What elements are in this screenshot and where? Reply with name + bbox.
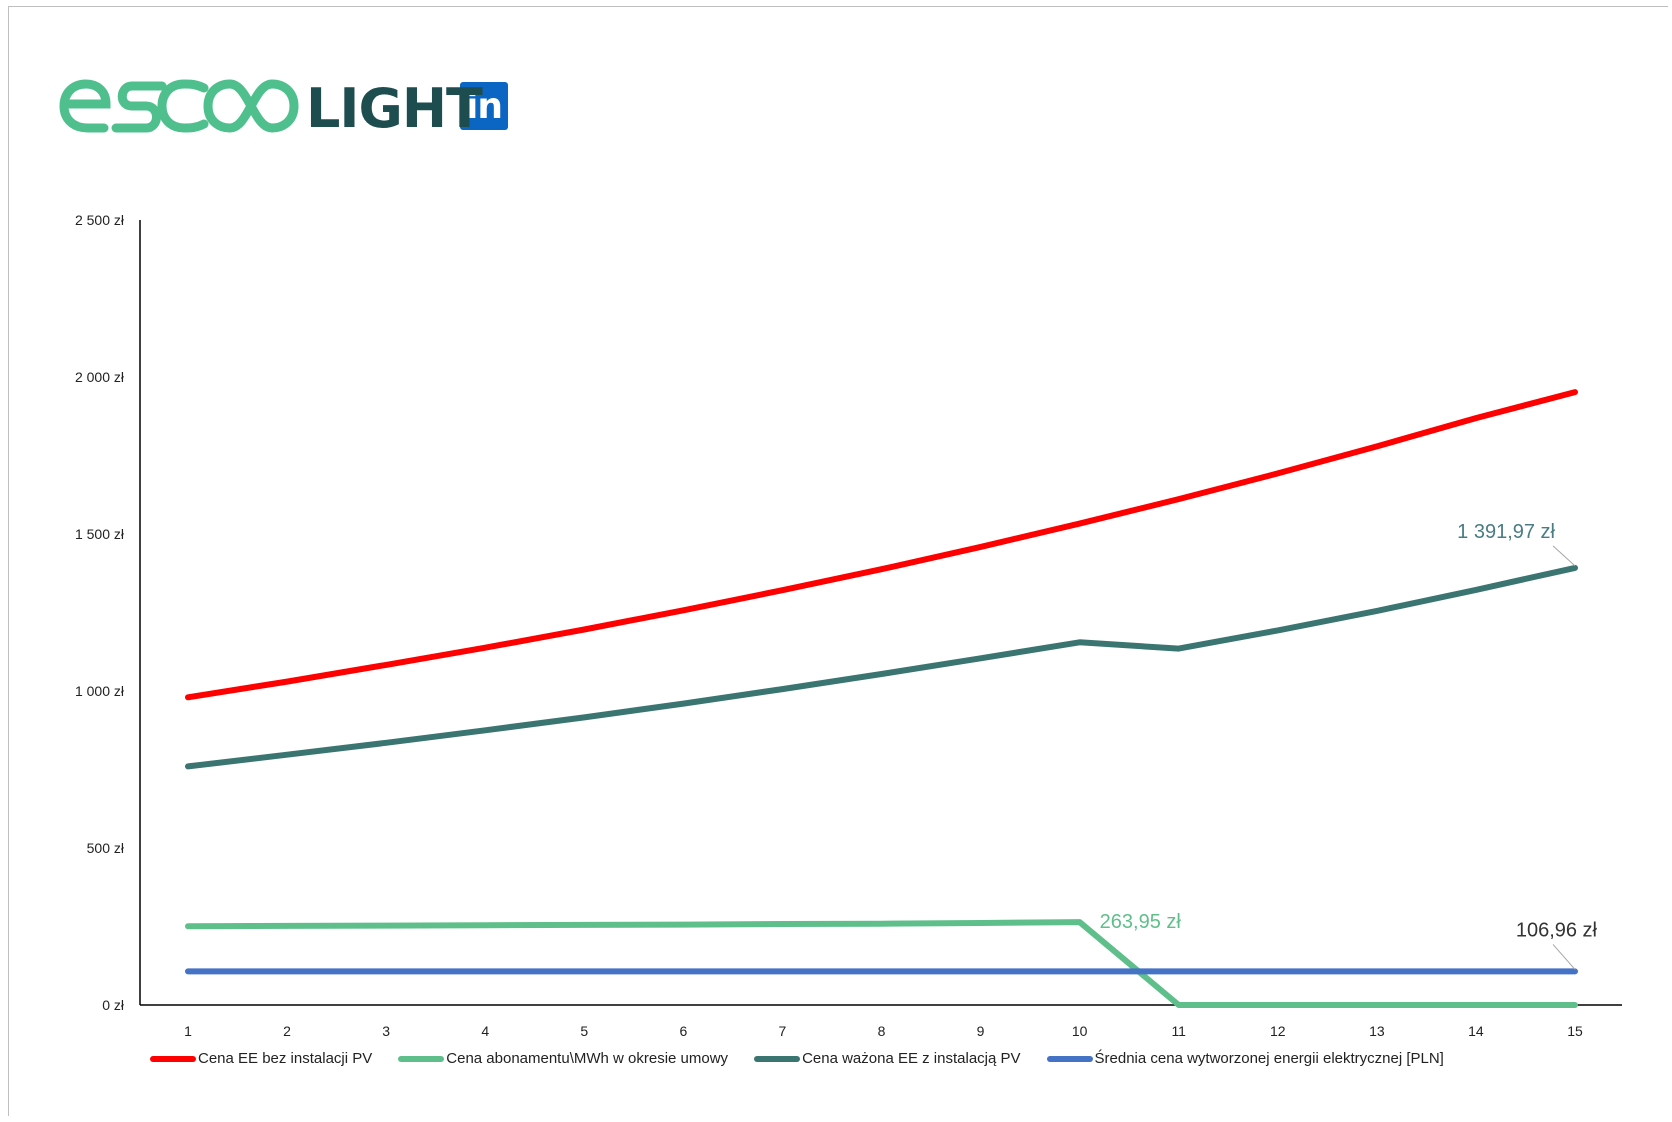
x-tick-label: 15 [1567,1023,1583,1039]
y-tick-label: 2 000 zł [75,369,125,385]
chart-frame [8,6,1668,1116]
chart-legend: Cena EE bez instalacji PV Cena abonamentu… [150,1050,1470,1067]
legend-item: Cena EE bez instalacji PV [150,1050,372,1067]
legend-label: Cena EE bez instalacji PV [198,1050,373,1067]
data-label-leader [1552,545,1576,567]
linkedin-icon[interactable]: in [460,82,508,130]
y-tick-label: 2 500 zł [75,212,125,228]
x-tick-label: 13 [1369,1023,1385,1039]
escolight-logo [59,79,299,133]
legend-label: Cena ważona EE z instalacją PV [802,1050,1021,1067]
legend-label: Cena abonamentu\MWh w okresie umowy [446,1050,729,1067]
x-tick-label: 9 [977,1023,985,1039]
data-label: 106,96 zł [1516,919,1598,941]
legend-swatch [150,1055,196,1062]
x-tick-label: 12 [1270,1023,1286,1039]
brand-logo: in [58,76,508,136]
x-tick-label: 1 [184,1023,192,1039]
series-line-2 [185,919,1578,1008]
series-line-3 [185,564,1578,770]
series-line-1 [185,389,1578,701]
x-tick-label: 3 [382,1023,390,1039]
x-tick-label: 14 [1468,1023,1484,1039]
legend-item: Cena abonamentu\MWh w okresie umowy [398,1050,728,1067]
data-label: 1 391,97 zł [1457,521,1555,543]
x-tick-label: 2 [283,1023,291,1039]
legend-swatch [398,1055,445,1062]
data-label-leader [1552,944,1576,970]
logo-wordmark-light: LIGHT [306,77,483,140]
y-tick-label: 500 zł [87,840,125,856]
x-tick-label: 11 [1171,1023,1186,1039]
x-tick-label: 6 [679,1023,687,1039]
x-tick-label: 8 [878,1023,886,1039]
legend-item: Cena ważona EE z instalacją PV [754,1050,1021,1067]
legend-swatch [1046,1055,1093,1062]
x-tick-label: 10 [1072,1023,1088,1039]
y-tick-label: 1 000 zł [75,683,125,699]
data-label: 263,95 zł [1100,911,1182,933]
x-tick-label: 4 [481,1023,489,1039]
y-tick-label: 0 zł [102,997,125,1013]
x-tick-label: 5 [580,1023,588,1039]
legend-label: Średnia cena wytworzonej energii elektry… [1094,1050,1444,1067]
legend-item: Średnia cena wytworzonej energii elektry… [1046,1050,1444,1067]
legend-swatch [754,1055,801,1062]
x-tick-label: 7 [779,1023,787,1039]
y-tick-label: 1 500 zł [75,526,125,542]
